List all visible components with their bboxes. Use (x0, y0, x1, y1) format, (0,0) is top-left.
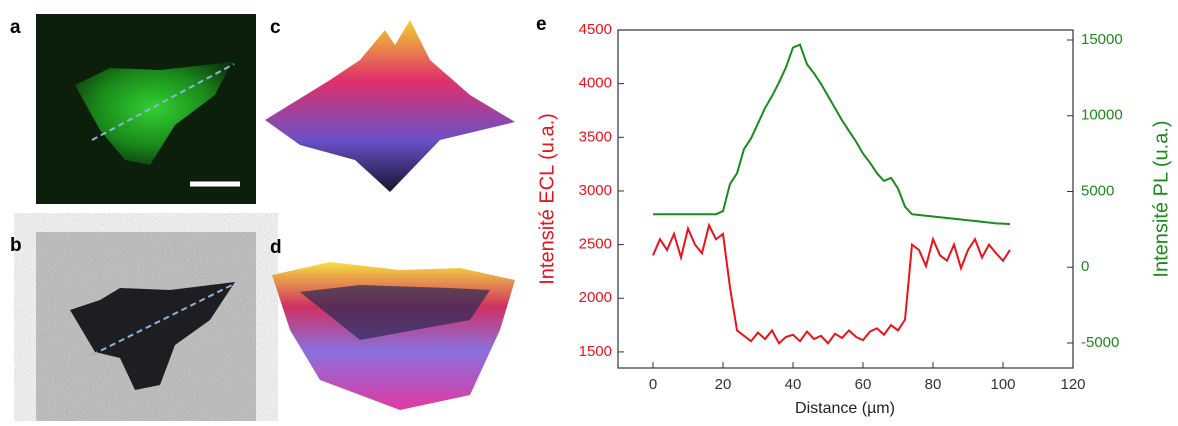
surface-inner (300, 285, 490, 340)
cell-shape (75, 62, 232, 165)
panel-label: e (536, 14, 547, 35)
x-axis-title: Distance (µm) (795, 400, 895, 417)
x-tick-label: 20 (715, 376, 732, 393)
panel-label: b (10, 235, 22, 256)
y-tick-label: 4000 (579, 75, 612, 92)
y-tick-label: 3000 (579, 182, 612, 199)
y2-axis-title: Intensité PL (u.a.) (1150, 120, 1172, 277)
panel-label: d (270, 237, 282, 258)
profile-line (91, 63, 235, 141)
x-tick-label: 120 (1060, 376, 1085, 393)
x-tick-label: 60 (855, 376, 872, 393)
x-tick-label: 40 (785, 376, 802, 393)
y-tick-label: 4500 (579, 21, 612, 38)
x-tick-label: 80 (925, 376, 942, 393)
y-tick-label: 1500 (579, 343, 612, 360)
surface-3d (265, 20, 515, 192)
y2-tick-label: 10000 (1081, 107, 1123, 124)
y2-tick-label: 15000 (1081, 31, 1123, 48)
y2-tick-label: 0 (1081, 258, 1089, 275)
data-line (652, 222, 1011, 345)
y2-tick-label: 5000 (1081, 182, 1114, 199)
x-tick-label: 0 (649, 376, 657, 393)
y-tick-label: 3500 (579, 128, 612, 145)
profile-line (91, 283, 235, 356)
surface-3d (272, 262, 515, 410)
panel-label: a (10, 17, 21, 38)
plot-frame (617, 29, 1074, 369)
data-line (653, 43, 1011, 226)
panel-label: c (270, 17, 281, 38)
y-axis-title: Intensité ECL (u.a.) (536, 113, 558, 285)
x-tick-label: 100 (990, 376, 1015, 393)
y-tick-label: 2000 (579, 289, 612, 306)
cell-shadow (70, 282, 235, 390)
y2-tick-label: -5000 (1081, 334, 1119, 351)
y-tick-label: 2500 (579, 236, 612, 253)
